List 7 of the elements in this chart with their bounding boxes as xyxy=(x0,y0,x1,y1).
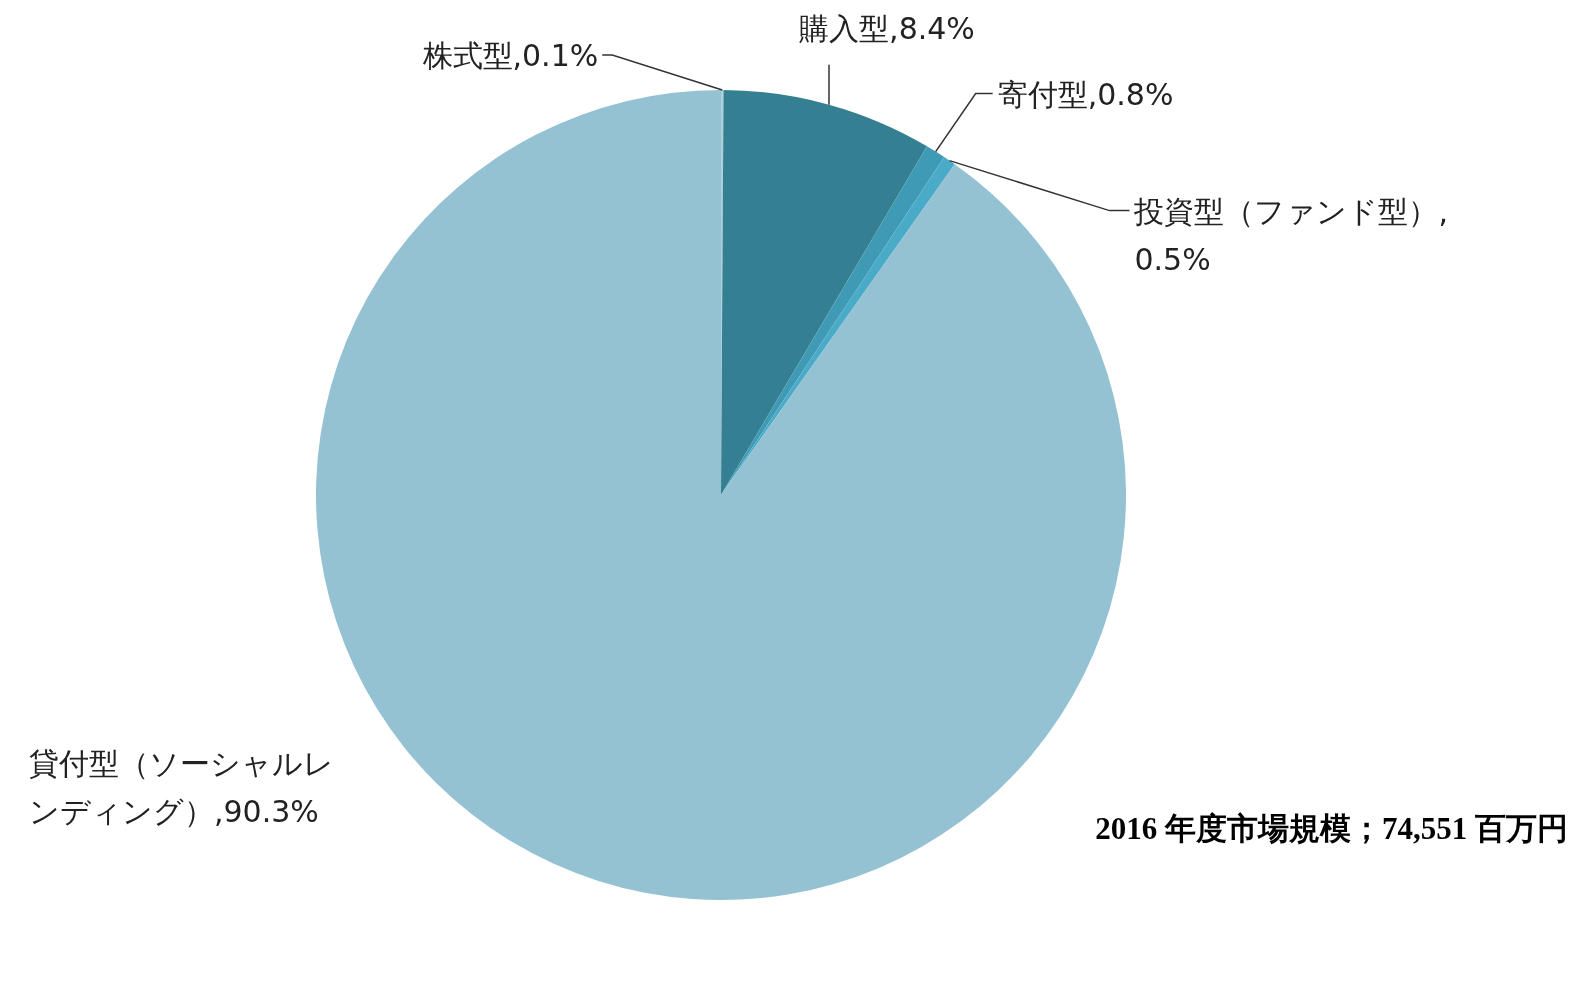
slice-label: 株式型,0.1% xyxy=(421,37,599,73)
slice-label: 投資型（ファンド型）,0.5% xyxy=(1133,193,1449,277)
slice-label: 貸付型（ソーシャルレンディング）,90.3% xyxy=(29,745,334,829)
slice-label: 購入型,8.4% xyxy=(799,10,975,46)
slice-label: 寄付型,0.8% xyxy=(997,76,1174,112)
text: 2016 年度市場規模；74,551 百万円 xyxy=(1095,810,1568,848)
pie-slice xyxy=(721,90,927,495)
